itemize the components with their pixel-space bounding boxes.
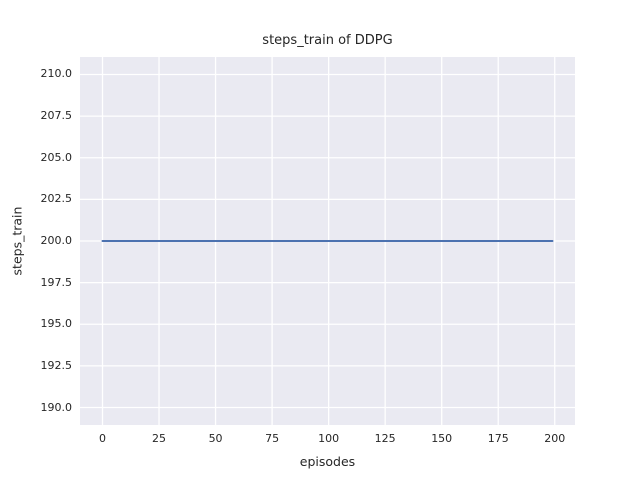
y-tick-label: 195.0 <box>40 317 73 331</box>
y-tick-label: 202.5 <box>40 192 73 206</box>
x-tick-label: 75 <box>265 432 280 445</box>
y-tick-label: 197.5 <box>40 275 73 289</box>
x-tick-label: 200 <box>544 432 566 445</box>
y-tick-label: 200.0 <box>40 234 73 247</box>
y-axis-label: steps_train <box>9 206 25 276</box>
x-tick-label: 125 <box>374 432 396 445</box>
y-tick-label: 192.5 <box>40 358 73 372</box>
y-tick-label: 207.5 <box>40 109 73 123</box>
chart-title: steps_train of DDPG <box>262 33 393 48</box>
y-tick-label: 190.0 <box>40 400 73 414</box>
x-tick-label: 150 <box>431 432 453 445</box>
x-tick-label: 0 <box>99 432 106 445</box>
x-axis-label: episodes <box>299 454 356 469</box>
x-tick-label: 175 <box>487 432 509 445</box>
y-tick-label: 210.0 <box>40 67 73 81</box>
y-tick-label: 205.0 <box>40 150 73 164</box>
x-tick-label: 100 <box>318 432 340 445</box>
x-tick-label: 50 <box>208 432 223 445</box>
x-tick-label: 25 <box>152 432 167 445</box>
